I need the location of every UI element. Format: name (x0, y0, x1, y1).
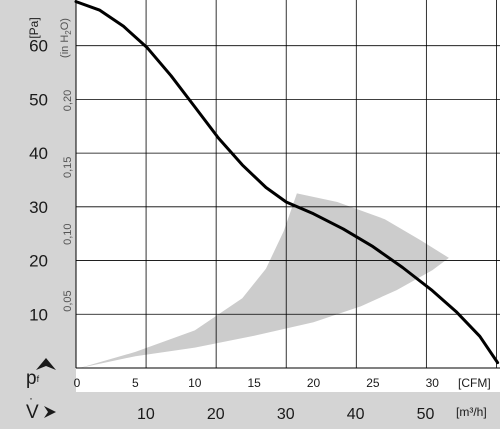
x-tick-m3h-20: 20 (207, 406, 225, 423)
x-tick-cfm-25: 25 (366, 376, 380, 390)
y-unit-pa: [Pa] (27, 17, 41, 38)
x-unit-cfm: [CFM] (458, 376, 491, 390)
x-axis-m3h: V · 10 20 30 40 50 [m³/h] (26, 391, 487, 423)
y-tick-h2o-3: 0,20 (62, 90, 74, 111)
series-line-0 (74, 0, 500, 365)
y-tick-pa-40: 40 (29, 144, 48, 163)
y-tick-h2o-2: 0,15 (62, 157, 74, 178)
x-tick-cfm-15: 15 (247, 376, 261, 390)
y-tick-pa-50: 50 (29, 90, 48, 109)
x-tick-cfm-10: 10 (188, 376, 202, 390)
y-tick-h2o-0: 0,05 (62, 290, 74, 311)
grid (75, 0, 500, 369)
x-tick-m3h-30: 30 (277, 406, 295, 423)
x-tick-m3h-10: 10 (137, 406, 155, 423)
x-tick-m3h-40: 40 (347, 406, 365, 423)
x-symbol-dot: · (29, 391, 33, 405)
y-tick-pa-60: 60 (29, 37, 48, 56)
x-tick-cfm-0: 0 (74, 376, 81, 390)
y-axis-pa: [Pa] 10 20 30 40 50 60 pf (26, 17, 56, 389)
cfm-axis-row (76, 368, 500, 392)
x-symbol-v: V (26, 402, 39, 423)
x-tick-m3h-50: 50 (417, 406, 435, 423)
left-axis-strip (0, 0, 76, 398)
y-arrow-icon (36, 358, 56, 370)
x-arrow-icon (44, 406, 56, 418)
x-unit-m3h: [m³/h] (456, 405, 487, 419)
x-tick-cfm-5: 5 (132, 376, 139, 390)
y-tick-pa-20: 20 (29, 252, 48, 271)
y-unit-h2o: (in H2O) (59, 18, 73, 58)
x-tick-cfm-30: 30 (426, 376, 440, 390)
x-axis-cfm: 0 5 10 15 20 25 30 [CFM] (74, 376, 491, 390)
y-axis-h2o: (in H2O) 0,05 0,10 0,15 0,20 (59, 18, 74, 312)
x-tick-cfm-20: 20 (307, 376, 321, 390)
y-symbol-p: pf (26, 368, 40, 389)
y-tick-pa-10: 10 (29, 305, 48, 324)
series-layer (74, 0, 500, 365)
bottom-axis-strip (0, 392, 500, 429)
y-tick-pa-30: 30 (29, 198, 48, 217)
y-tick-h2o-1: 0,10 (62, 223, 74, 244)
